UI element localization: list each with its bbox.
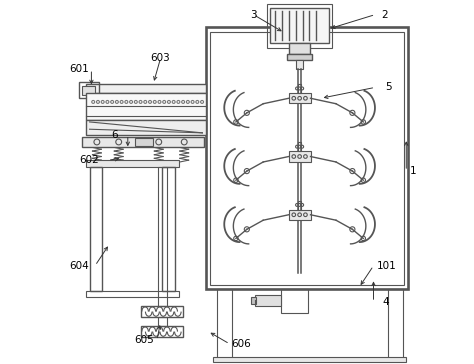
Bar [271, 8, 329, 43]
Bar [86, 160, 179, 167]
Bar [86, 84, 206, 93]
Bar [298, 201, 301, 210]
Bar [82, 86, 95, 95]
Bar [79, 82, 99, 98]
Bar [289, 210, 310, 220]
Bar [290, 43, 310, 54]
Bar [86, 291, 179, 297]
Bar [298, 84, 301, 93]
Bar [86, 120, 206, 135]
Bar [158, 167, 167, 306]
Text: 6: 6 [112, 130, 118, 140]
Bar [267, 4, 332, 48]
Bar [135, 138, 153, 146]
Bar [206, 27, 408, 289]
Bar [281, 289, 308, 313]
Text: 601: 601 [69, 64, 89, 74]
Bar [287, 54, 312, 60]
Text: 4: 4 [383, 297, 390, 307]
Text: 3: 3 [250, 9, 257, 20]
Text: 606: 606 [231, 339, 251, 349]
Bar [141, 326, 183, 337]
Text: 1: 1 [410, 166, 417, 176]
Text: 602: 602 [80, 155, 100, 165]
Bar [158, 317, 167, 326]
Text: 604: 604 [69, 261, 89, 271]
Bar [82, 136, 204, 147]
Text: 101: 101 [376, 261, 396, 271]
Bar [296, 60, 303, 69]
Text: 5: 5 [385, 82, 392, 92]
Bar [289, 93, 310, 103]
Bar [163, 167, 175, 291]
Bar [86, 93, 206, 120]
Bar [298, 142, 301, 151]
Bar [255, 295, 281, 306]
Bar [141, 306, 183, 317]
Bar [213, 357, 406, 362]
Text: 603: 603 [151, 53, 171, 63]
Bar [90, 167, 102, 291]
Bar [210, 32, 404, 285]
Text: 605: 605 [134, 335, 154, 345]
Bar [251, 297, 256, 304]
Bar [388, 289, 402, 359]
Bar [217, 289, 231, 359]
Text: 2: 2 [381, 9, 388, 20]
Bar [289, 151, 310, 162]
